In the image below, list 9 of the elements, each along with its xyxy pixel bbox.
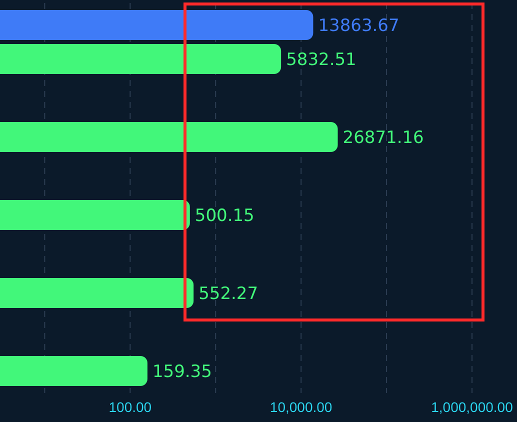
data-label: 500.15 bbox=[194, 206, 254, 226]
data-label: 159.35 bbox=[152, 362, 212, 382]
data-label: 26871.16 bbox=[342, 128, 424, 148]
x-tick-label: 10,000.00 bbox=[270, 398, 332, 415]
x-tick-label: 100.00 bbox=[108, 398, 152, 415]
x-tick-label: 1,000,000.00 bbox=[431, 398, 514, 415]
data-label: 552.27 bbox=[198, 284, 258, 304]
data-label: 5832.51 bbox=[286, 50, 356, 70]
data-label: 13863.67 bbox=[318, 16, 400, 36]
